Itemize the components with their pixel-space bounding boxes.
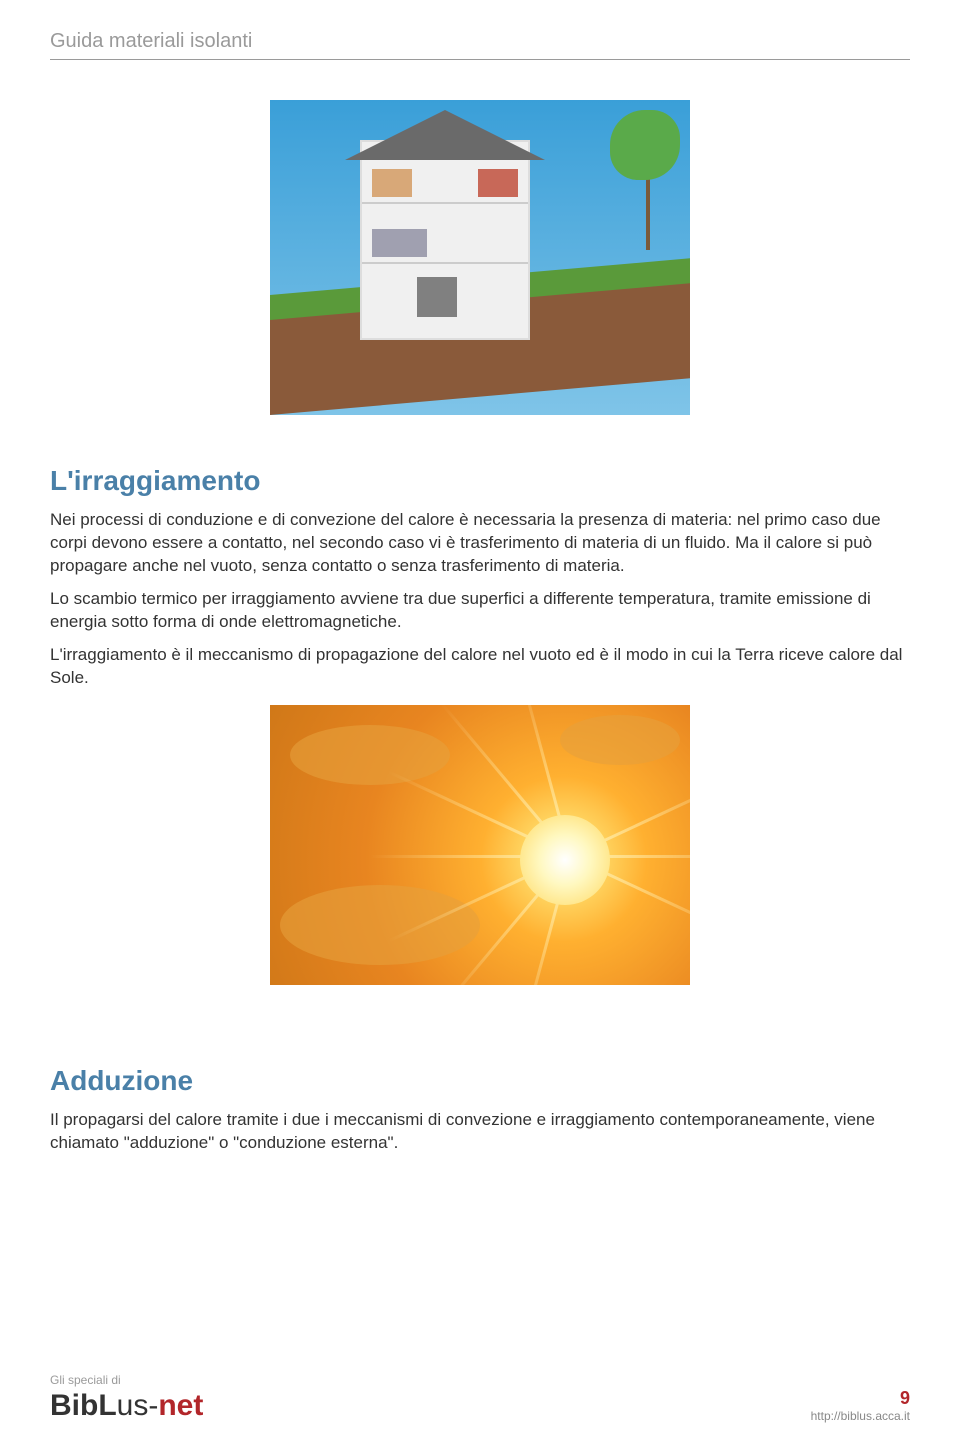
sun-illustration: [270, 705, 690, 985]
footer-right: 9 http://biblus.acca.it: [811, 1388, 910, 1423]
paragraph: Il propagarsi del calore tramite i due i…: [50, 1109, 910, 1155]
page-header-title: Guida materiali isolanti: [50, 30, 910, 60]
footer-logo: BibLus-net: [50, 1389, 203, 1423]
section-title-adduzione: Adduzione: [50, 1065, 910, 1097]
page-footer: Gli speciali di BibLus-net 9 http://bibl…: [50, 1373, 910, 1423]
footer-tagline: Gli speciali di: [50, 1373, 203, 1387]
paragraph: L'irraggiamento è il meccanismo di propa…: [50, 644, 910, 690]
footer-url: http://biblus.acca.it: [811, 1409, 910, 1423]
page-number: 9: [811, 1388, 910, 1409]
section-title-irraggiamento: L'irraggiamento: [50, 465, 910, 497]
footer-left: Gli speciali di BibLus-net: [50, 1373, 203, 1423]
paragraph: Nei processi di conduzione e di convezio…: [50, 509, 910, 578]
logo-part: us-: [117, 1389, 159, 1422]
house-illustration: [270, 100, 690, 415]
paragraph: Lo scambio termico per irraggiamento avv…: [50, 588, 910, 634]
logo-part: BibL: [50, 1389, 117, 1422]
logo-part: net: [158, 1389, 203, 1422]
